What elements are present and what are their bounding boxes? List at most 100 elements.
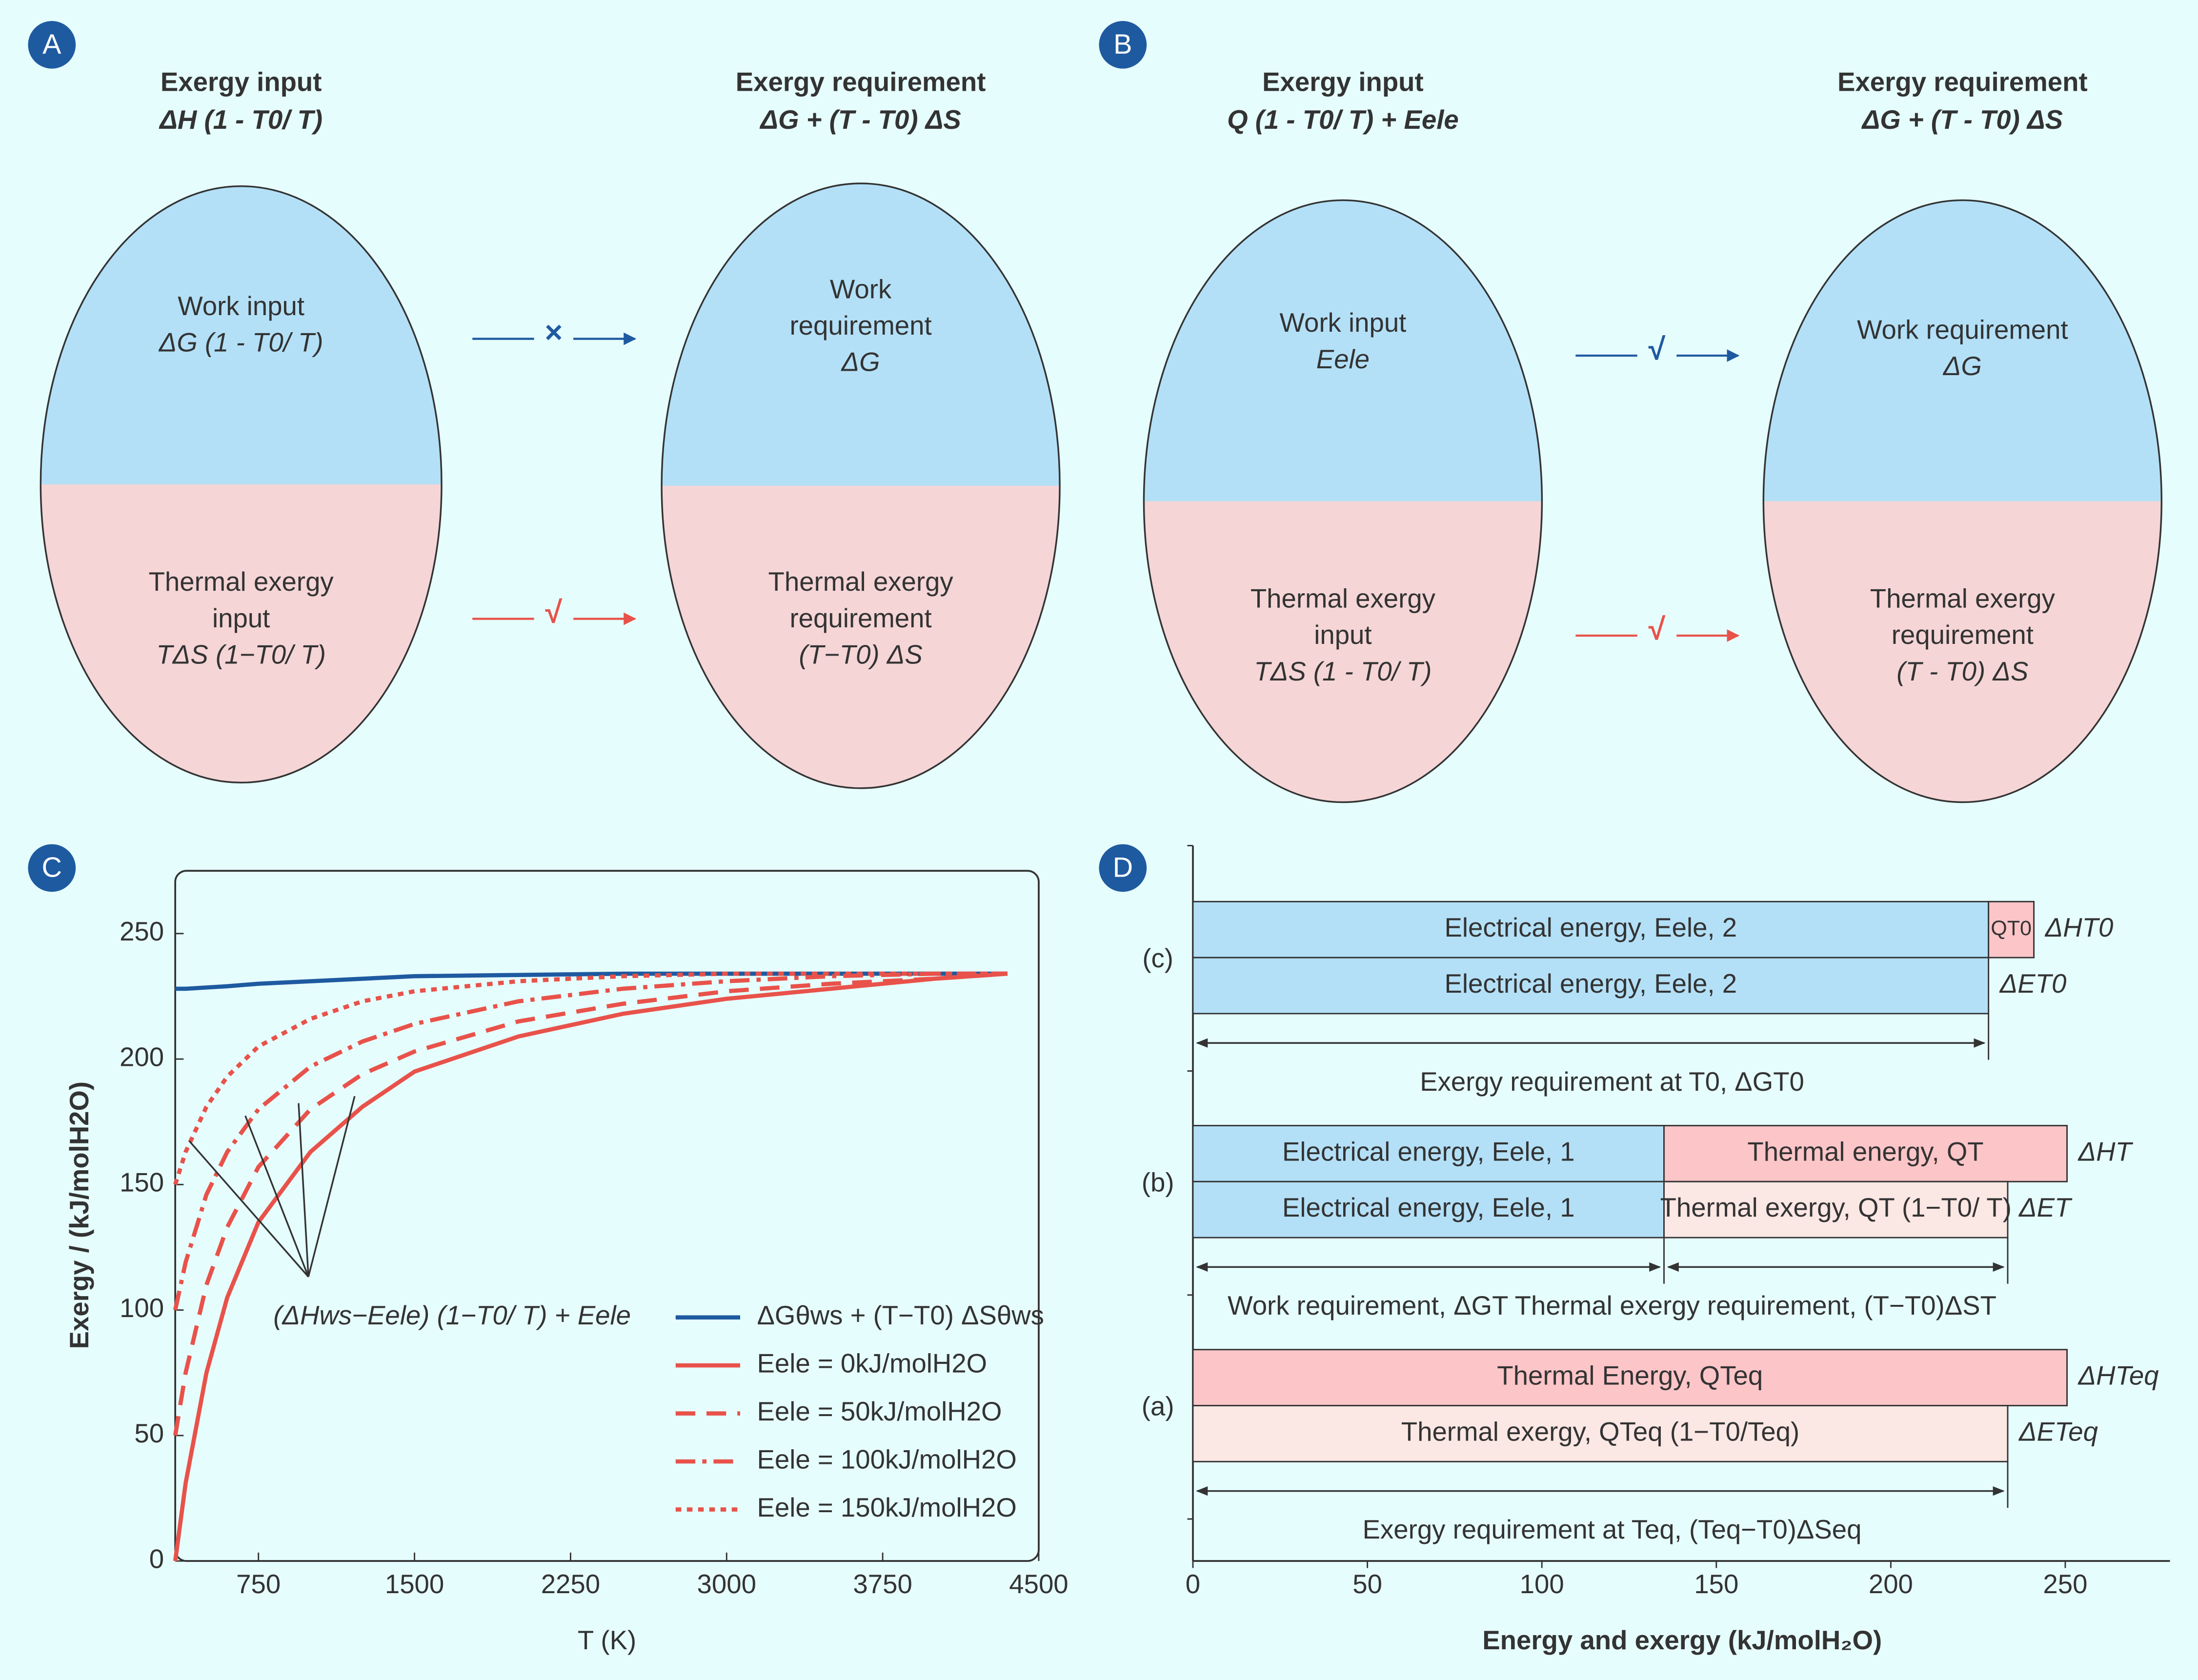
thermal-text: requirement — [1892, 620, 2034, 650]
segment-label: Electrical energy, Eele, 1 — [1282, 1193, 1575, 1222]
panel-badge — [28, 844, 76, 892]
work-text: ΔG — [841, 347, 880, 377]
series-line — [173, 971, 1008, 1185]
annotation: (ΔHws−Eele) (1−T0/ T) + Eele — [273, 1300, 631, 1330]
series-line — [173, 971, 1008, 1436]
ellipse-top — [40, 186, 442, 485]
segment-label: Thermal energy, QT — [1747, 1137, 1983, 1166]
column-formula: Q (1 - T0/ T) + Eele — [1227, 105, 1459, 135]
bar-end-label: ΔET — [2018, 1193, 2073, 1222]
x-tick-label: 0 — [1186, 1569, 1200, 1599]
bar-segment — [1663, 1180, 2009, 1239]
column-formula: ΔG + (T - T0) ΔS — [759, 105, 961, 135]
segment-label: Electrical energy, Eele, 2 — [1445, 969, 1737, 999]
x-tick-label: 250 — [2043, 1569, 2087, 1599]
x-tick-label: 2250 — [541, 1569, 600, 1599]
column-title: Exergy requirement — [1837, 67, 2088, 97]
work-text: Eele — [1316, 344, 1370, 374]
group-label: (b) — [1142, 1167, 1174, 1197]
x-axis-label: Energy and exergy (kJ/molH₂O) — [1482, 1625, 1882, 1655]
work-text: ΔG (1 - T0/ T) — [158, 327, 323, 357]
annotation-pointers — [188, 1096, 356, 1278]
ellipse-outline — [661, 182, 1061, 789]
ellipse-outline — [40, 185, 443, 784]
thermal-text: input — [212, 603, 270, 633]
panel-letter: B — [1113, 29, 1132, 60]
bar-segment — [1192, 1405, 2009, 1462]
bar-segment — [1192, 957, 1990, 1015]
x-tick-label: 3750 — [853, 1569, 912, 1599]
legend-label: Eele = 50kJ/molH2O — [757, 1397, 1002, 1426]
column-title: Exergy requirement — [736, 67, 986, 97]
work-text: requirement — [789, 311, 931, 340]
y-tick-label: 0 — [149, 1544, 164, 1574]
bar-end-label: ΔETeq — [2018, 1417, 2098, 1446]
thermal-text: input — [1314, 620, 1371, 650]
group-caption: Exergy requirement at T0, ΔGT0 — [1420, 1067, 1804, 1097]
legend-label: Eele = 100kJ/molH2O — [757, 1444, 1016, 1474]
x-tick-label: 100 — [1520, 1569, 1564, 1599]
ellipse-outline — [1143, 199, 1543, 803]
arrow-symbol: √ — [545, 596, 563, 630]
segment-label: Thermal Energy, QTeq — [1497, 1361, 1763, 1391]
segment-label: Thermal exergy, QT (1−T0/ T) — [1660, 1193, 2012, 1222]
segment-label: Electrical energy, Eele, 1 — [1282, 1137, 1575, 1166]
arrow-symbol: √ — [1649, 332, 1666, 366]
segment-label: QT0 — [1991, 917, 2032, 940]
ellipse-outline — [1762, 199, 2163, 803]
bar-end-label: ΔHT — [2077, 1137, 2134, 1166]
ellipse-top — [1144, 200, 1542, 501]
thermal-text: (T - T0) ΔS — [1896, 657, 2028, 686]
column-title: Exergy input — [161, 67, 322, 97]
y-tick-label: 200 — [120, 1042, 164, 1072]
series-line — [173, 971, 1008, 1561]
group-label: (a) — [1142, 1392, 1174, 1421]
bar-segment — [1988, 900, 2035, 959]
column-title: Exergy input — [1262, 67, 1424, 97]
work-text: Work input — [1279, 308, 1406, 338]
y-tick-label: 250 — [120, 917, 164, 946]
thermal-text: TΔS (1 - T0/ T) — [1254, 657, 1432, 686]
y-tick-label: 150 — [120, 1168, 164, 1198]
group-caption: Exergy requirement at Teq, (Teq−T0)ΔSeq — [1363, 1515, 1862, 1544]
legend-label: ΔGθws + (T−T0) ΔSθws — [757, 1300, 1044, 1330]
x-tick-label: 200 — [1869, 1569, 1913, 1599]
bar-end-label: ΔET0 — [1999, 969, 2067, 999]
plot-frame — [174, 870, 1040, 1562]
thermal-text: Thermal exergy — [1250, 584, 1436, 614]
work-text: Work — [830, 274, 892, 304]
x-tick-label: 150 — [1694, 1569, 1738, 1599]
bar-end-label: ΔHT0 — [2044, 913, 2114, 942]
x-tick-label: 50 — [1352, 1569, 1382, 1599]
x-axis-label: T (K) — [578, 1625, 636, 1655]
x-tick-label: 4500 — [1009, 1569, 1068, 1599]
y-axis-label: Exergy / (kJ/molH2O) — [64, 1081, 94, 1349]
arrow-symbol: √ — [1649, 612, 1666, 646]
work-text: ΔG — [1942, 351, 1982, 381]
panel-badge — [1099, 844, 1147, 892]
series-line — [173, 971, 1008, 1311]
y-tick-label: 100 — [120, 1293, 164, 1323]
bar-segment — [1192, 1180, 1665, 1239]
group-label: (c) — [1142, 943, 1173, 973]
bar-segment — [1663, 1125, 2068, 1182]
x-tick-label: 3000 — [697, 1569, 756, 1599]
column-formula: ΔH (1 - T0/ T) — [159, 105, 323, 135]
x-tick-label: 750 — [236, 1569, 281, 1599]
segment-label: Electrical energy, Eele, 2 — [1445, 913, 1737, 942]
y-tick-label: 50 — [134, 1419, 164, 1448]
thermal-text: (T−T0) ΔS — [799, 640, 922, 669]
panel-badge — [28, 21, 76, 69]
ellipse-top — [1763, 200, 2162, 501]
panel-letter: A — [42, 29, 61, 60]
work-text: Work requirement — [1857, 315, 2068, 345]
thermal-text: requirement — [789, 603, 931, 633]
legend-label: Eele = 150kJ/molH2O — [757, 1493, 1016, 1522]
bar-end-label: ΔHTeq — [2077, 1361, 2159, 1391]
panel-badge — [1099, 21, 1147, 69]
thermal-text: Thermal exergy — [149, 567, 334, 597]
panel-letter: C — [42, 852, 62, 883]
work-text: Work input — [178, 291, 304, 321]
